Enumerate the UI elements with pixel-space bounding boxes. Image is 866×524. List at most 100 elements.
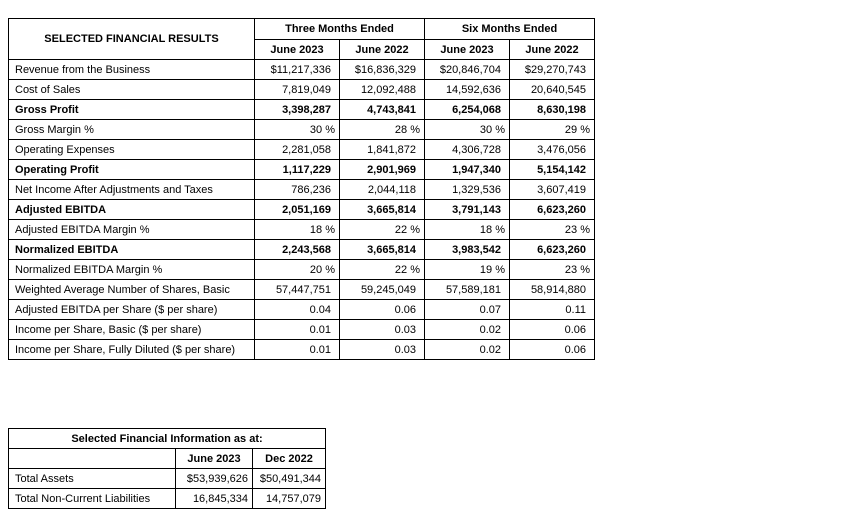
row-total-non-current-liabilities: Total Non-Current Liabilities 16,845,334…	[8, 488, 326, 509]
cell-value: 0.02	[424, 339, 510, 360]
cell-value: $16,836,329	[339, 59, 425, 80]
row-label: Net Income After Adjustments and Taxes	[8, 179, 255, 200]
cell-value: 5,154,142	[509, 159, 595, 180]
col-header-3m-june-2022: June 2022	[339, 39, 425, 60]
cell-value: 3,665,814	[339, 199, 425, 220]
info-table-title: Selected Financial Information as at:	[8, 428, 326, 449]
row-cost-of-sales: Cost of Sales 7,819,049 12,092,488 14,59…	[8, 79, 595, 100]
col-group-six-months: Six Months Ended	[424, 18, 595, 40]
cell-value: 0.01	[254, 319, 340, 340]
col-header-3m-june-2023: June 2023	[254, 39, 340, 60]
row-operating-profit: Operating Profit 1,117,229 2,901,969 1,9…	[8, 159, 595, 180]
cell-value: 20 %	[254, 259, 340, 280]
cell-value: 4,306,728	[424, 139, 510, 160]
cell-value: 18 %	[254, 219, 340, 240]
cell-value: 4,743,841	[339, 99, 425, 120]
selected-financial-information-table: Selected Financial Information as at: Ju…	[8, 428, 326, 509]
row-adjusted-ebitda-per-share: Adjusted EBITDA per Share ($ per share) …	[8, 299, 595, 320]
cell-value: 6,254,068	[424, 99, 510, 120]
cell-value: 3,607,419	[509, 179, 595, 200]
cell-value: 0.07	[424, 299, 510, 320]
cell-value: 3,665,814	[339, 239, 425, 260]
row-total-assets: Total Assets $53,939,626 $50,491,344	[8, 468, 326, 489]
cell-value: 0.02	[424, 319, 510, 340]
cell-value: 2,044,118	[339, 179, 425, 200]
row-label: Income per Share, Fully Diluted ($ per s…	[8, 339, 255, 360]
cell-value: 1,841,872	[339, 139, 425, 160]
col-header-june-2023: June 2023	[175, 448, 253, 469]
row-label: Normalized EBITDA	[8, 239, 255, 260]
row-adjusted-ebitda-margin: Adjusted EBITDA Margin % 18 % 22 % 18 % …	[8, 219, 595, 240]
row-label: Normalized EBITDA Margin %	[8, 259, 255, 280]
row-normalized-ebitda-margin: Normalized EBITDA Margin % 20 % 22 % 19 …	[8, 259, 595, 280]
cell-value: 14,592,636	[424, 79, 510, 100]
cell-value: 16,845,334	[175, 488, 253, 509]
cell-value: 0.03	[339, 339, 425, 360]
row-label: Total Assets	[8, 468, 176, 489]
cell-value: 59,245,049	[339, 279, 425, 300]
row-operating-expenses: Operating Expenses 2,281,058 1,841,872 4…	[8, 139, 595, 160]
row-label: Total Non-Current Liabilities	[8, 488, 176, 509]
info-header-row: June 2023 Dec 2022	[8, 448, 326, 469]
cell-value: 19 %	[424, 259, 510, 280]
cell-value: 2,901,969	[339, 159, 425, 180]
cell-value: 0.04	[254, 299, 340, 320]
cell-value: $53,939,626	[175, 468, 253, 489]
info-title-row: Selected Financial Information as at:	[8, 428, 326, 449]
cell-value: 3,476,056	[509, 139, 595, 160]
row-label: Adjusted EBITDA Margin %	[8, 219, 255, 240]
cell-value: 29 %	[509, 119, 595, 140]
cell-value: 2,281,058	[254, 139, 340, 160]
cell-value: $20,846,704	[424, 59, 510, 80]
row-label: Operating Expenses	[8, 139, 255, 160]
cell-value: 0.06	[509, 339, 595, 360]
cell-value: 3,791,143	[424, 199, 510, 220]
cell-value: 20,640,545	[509, 79, 595, 100]
cell-value: 18 %	[424, 219, 510, 240]
cell-value: 6,623,260	[509, 199, 595, 220]
row-label: Gross Profit	[8, 99, 255, 120]
cell-value: 22 %	[339, 219, 425, 240]
row-label: Revenue from the Business	[8, 59, 255, 80]
cell-value: 0.06	[509, 319, 595, 340]
cell-value: 57,589,181	[424, 279, 510, 300]
row-gross-profit: Gross Profit 3,398,287 4,743,841 6,254,0…	[8, 99, 595, 120]
cell-value: 0.03	[339, 319, 425, 340]
cell-value: 1,117,229	[254, 159, 340, 180]
cell-value: 28 %	[339, 119, 425, 140]
cell-value: 1,947,340	[424, 159, 510, 180]
cell-value: 786,236	[254, 179, 340, 200]
cell-value: 7,819,049	[254, 79, 340, 100]
cell-value: 2,051,169	[254, 199, 340, 220]
cell-value: $29,270,743	[509, 59, 595, 80]
cell-value: 1,329,536	[424, 179, 510, 200]
row-label: Adjusted EBITDA	[8, 199, 255, 220]
cell-value: 14,757,079	[252, 488, 326, 509]
header-group-row: SELECTED FINANCIAL RESULTS Three Months …	[8, 18, 595, 60]
col-header-6m-june-2023: June 2023	[424, 39, 510, 60]
row-label: Operating Profit	[8, 159, 255, 180]
row-gross-margin: Gross Margin % 30 % 28 % 30 % 29 %	[8, 119, 595, 140]
cell-value: 0.06	[339, 299, 425, 320]
cell-value: 30 %	[254, 119, 340, 140]
cell-value: 6,623,260	[509, 239, 595, 260]
cell-value: 23 %	[509, 259, 595, 280]
row-normalized-ebitda: Normalized EBITDA 2,243,568 3,665,814 3,…	[8, 239, 595, 260]
cell-value: $11,217,336	[254, 59, 340, 80]
row-revenue: Revenue from the Business $11,217,336 $1…	[8, 59, 595, 80]
cell-value: 23 %	[509, 219, 595, 240]
row-weighted-average-shares: Weighted Average Number of Shares, Basic…	[8, 279, 595, 300]
cell-value: 57,447,751	[254, 279, 340, 300]
cell-value: 58,914,880	[509, 279, 595, 300]
col-group-three-months: Three Months Ended	[254, 18, 425, 40]
row-label: Adjusted EBITDA per Share ($ per share)	[8, 299, 255, 320]
row-adjusted-ebitda: Adjusted EBITDA 2,051,169 3,665,814 3,79…	[8, 199, 595, 220]
col-header-dec-2022: Dec 2022	[252, 448, 326, 469]
cell-value: 0.11	[509, 299, 595, 320]
cell-value: 2,243,568	[254, 239, 340, 260]
cell-value: 30 %	[424, 119, 510, 140]
cell-value: 8,630,198	[509, 99, 595, 120]
row-label: Gross Margin %	[8, 119, 255, 140]
row-net-income: Net Income After Adjustments and Taxes 7…	[8, 179, 595, 200]
